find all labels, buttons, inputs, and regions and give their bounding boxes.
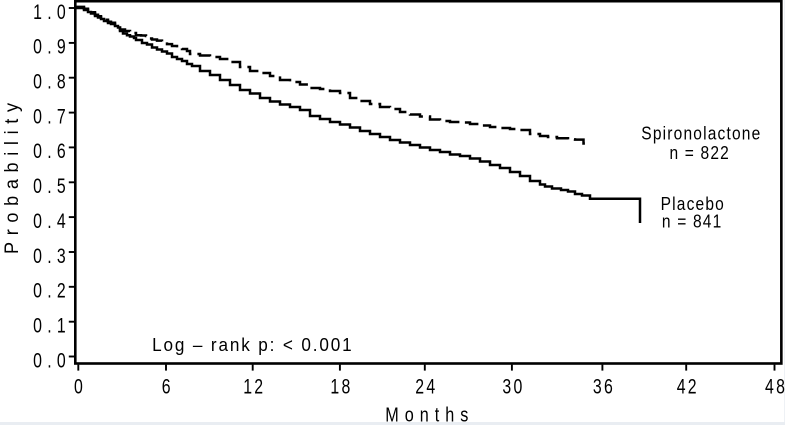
svg-text:0: 0 — [74, 374, 85, 398]
svg-text:12: 12 — [243, 374, 265, 398]
svg-text:Log – rank p: < 0.001: Log – rank p: < 0.001 — [152, 335, 353, 356]
svg-text:n = 841: n = 841 — [662, 211, 723, 232]
svg-text:Spironolactone: Spironolactone — [641, 123, 761, 144]
svg-text:0.2: 0.2 — [33, 278, 71, 302]
svg-text:36: 36 — [593, 374, 615, 398]
svg-text:42: 42 — [677, 374, 699, 398]
svg-text:30: 30 — [502, 374, 524, 398]
svg-text:0.5: 0.5 — [33, 174, 71, 198]
svg-text:0.1: 0.1 — [33, 313, 71, 337]
svg-text:0.9: 0.9 — [33, 35, 71, 59]
svg-text:0.6: 0.6 — [33, 139, 71, 163]
svg-text:24: 24 — [415, 374, 437, 398]
svg-text:0.8: 0.8 — [33, 69, 71, 93]
svg-text:0.7: 0.7 — [33, 104, 71, 128]
svg-text:6: 6 — [162, 374, 173, 398]
svg-text:n = 822: n = 822 — [670, 143, 731, 164]
svg-text:48: 48 — [765, 374, 785, 398]
svg-text:1.0: 1.0 — [33, 0, 71, 23]
svg-text:0.4: 0.4 — [33, 209, 71, 233]
svg-text:0.0: 0.0 — [33, 348, 71, 372]
svg-text:Placebo: Placebo — [661, 194, 725, 215]
svg-text:Probability: Probability — [1, 96, 23, 254]
svg-text:Months: Months — [385, 404, 474, 425]
svg-text:0.3: 0.3 — [33, 244, 71, 268]
svg-text:18: 18 — [330, 374, 352, 398]
